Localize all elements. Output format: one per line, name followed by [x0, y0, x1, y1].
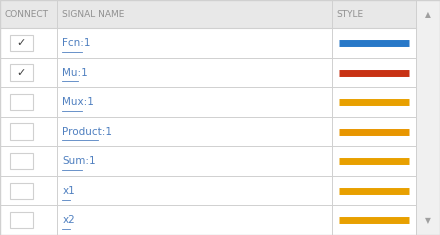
FancyBboxPatch shape: [0, 0, 416, 28]
FancyBboxPatch shape: [0, 58, 416, 87]
FancyBboxPatch shape: [416, 0, 440, 235]
Text: ✓: ✓: [16, 67, 26, 78]
Text: Mux:1: Mux:1: [62, 97, 94, 107]
FancyBboxPatch shape: [10, 123, 33, 140]
FancyBboxPatch shape: [10, 94, 33, 110]
FancyBboxPatch shape: [10, 183, 33, 199]
Text: x1: x1: [62, 186, 75, 196]
Text: ✓: ✓: [16, 38, 26, 48]
FancyBboxPatch shape: [10, 153, 33, 169]
Text: ▲: ▲: [425, 10, 431, 19]
FancyBboxPatch shape: [10, 212, 33, 228]
FancyBboxPatch shape: [10, 35, 33, 51]
FancyBboxPatch shape: [0, 87, 416, 117]
Text: Mu:1: Mu:1: [62, 67, 88, 78]
Text: x2: x2: [62, 215, 75, 225]
Text: STYLE: STYLE: [337, 10, 364, 19]
Text: ▼: ▼: [425, 216, 431, 225]
Text: Product:1: Product:1: [62, 127, 113, 137]
Text: Sum:1: Sum:1: [62, 156, 96, 166]
FancyBboxPatch shape: [10, 64, 33, 81]
Text: CONNECT: CONNECT: [4, 10, 48, 19]
Text: SIGNAL NAME: SIGNAL NAME: [62, 10, 124, 19]
FancyBboxPatch shape: [0, 28, 416, 58]
FancyBboxPatch shape: [0, 117, 416, 146]
FancyBboxPatch shape: [0, 146, 416, 176]
FancyBboxPatch shape: [0, 205, 416, 235]
FancyBboxPatch shape: [0, 176, 416, 205]
Text: Fcn:1: Fcn:1: [62, 38, 91, 48]
